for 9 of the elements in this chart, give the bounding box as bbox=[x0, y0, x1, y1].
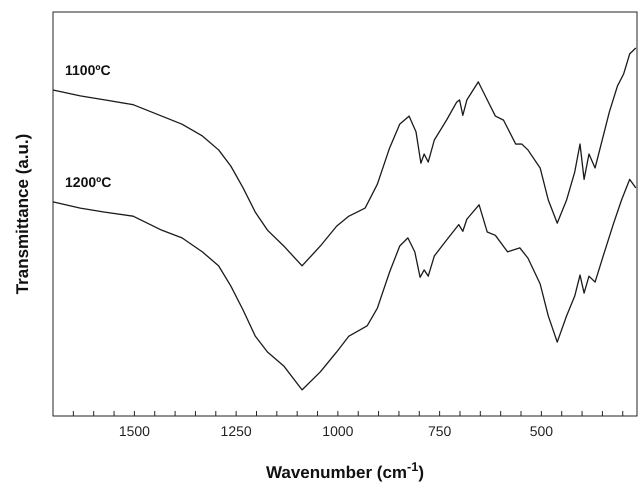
x-tick-label: 1250 bbox=[220, 422, 252, 439]
x-axis-title: Wavenumber (cm$^{-1}$) bbox=[266, 458, 424, 482]
x-tick-label: 750 bbox=[428, 422, 452, 439]
series-label: 1100ºC bbox=[65, 62, 111, 78]
series-label: 1200ºC bbox=[65, 174, 112, 190]
y-axis-title: Transmittance (a.u.) bbox=[13, 134, 32, 294]
x-tick-label: 1000 bbox=[322, 422, 354, 439]
x-tick-label: 500 bbox=[530, 422, 554, 439]
x-tick-label: 1500 bbox=[118, 422, 150, 439]
